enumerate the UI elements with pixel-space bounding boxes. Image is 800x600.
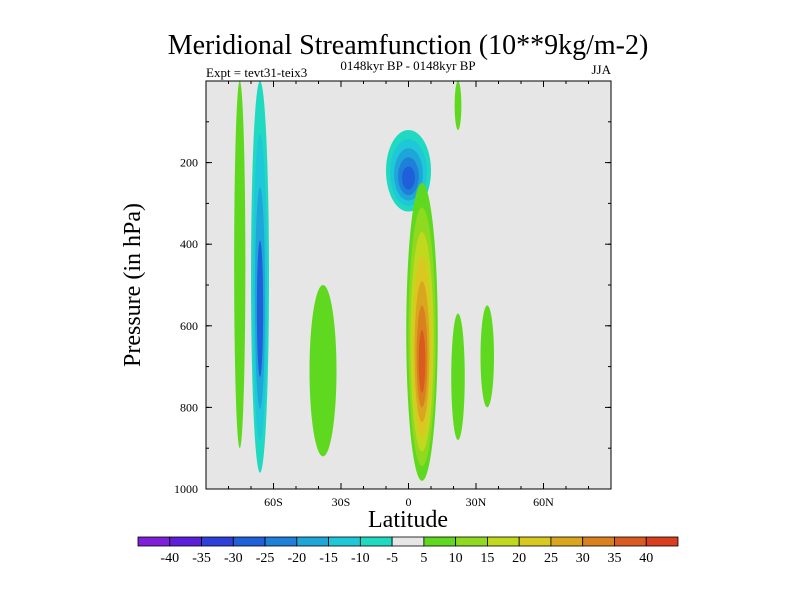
colorbar-swatch: [455, 536, 488, 547]
sh-60s-negative-band: [251, 81, 269, 473]
colorbar-swatch: [582, 536, 615, 547]
sh-polar-positive-band: [234, 81, 246, 449]
nh-30n-positive-patch: [480, 305, 494, 408]
colorbar-swatch: [645, 536, 679, 547]
colorbar-swatch: [169, 536, 202, 547]
colorbar-swatch: [359, 536, 393, 547]
colorbar-label: -25: [256, 551, 275, 566]
y-tick-label: 1000: [174, 482, 198, 496]
colorbar-label: 25: [544, 551, 558, 566]
nh-20n-positive-patch: [451, 313, 465, 441]
colorbar-swatch: [423, 536, 457, 547]
x-tick-label: 60S: [264, 495, 283, 509]
colorbar-label: -10: [351, 551, 370, 566]
experiment-label: Expt = tevt31-teix3: [206, 65, 307, 80]
nh-30n-positive-patch-level-5: [480, 305, 494, 408]
x-tick-label: 0: [406, 495, 412, 509]
colorbar-label: 35: [607, 551, 621, 566]
colorbar-swatch: [328, 536, 361, 547]
x-tick-label: 60N: [533, 495, 554, 509]
colorbar-label: -30: [224, 551, 243, 566]
y-tick-label: 200: [180, 156, 198, 170]
colorbar-swatch: [518, 536, 552, 547]
y-tick-label: 800: [180, 400, 198, 414]
colorbar-label: 20: [512, 551, 526, 566]
sh-polar-positive-band-level-5: [234, 81, 246, 449]
colorbar-swatch: [137, 536, 171, 547]
colorbar-label: 15: [480, 551, 494, 566]
colorbar: -40 -35 -30 -25 -20 -15 -10 -5 5 10 15 20 25 30 35 40: [137, 536, 679, 566]
time-range-label: 0148kyr BP - 0148kyr BP: [340, 58, 475, 73]
sh-30s-positive-patch: [309, 285, 337, 457]
y-tick-label: 600: [180, 319, 198, 333]
colorbar-swatch: [232, 536, 266, 547]
season-label: JJA: [591, 62, 611, 77]
sh-30s-positive-patch-level-5: [309, 285, 337, 457]
colorbar-label: 5: [420, 551, 427, 566]
colorbar-swatch: [487, 536, 520, 547]
colorbar-swatch: [391, 536, 425, 547]
nh-upper-positive-sliver: [454, 81, 462, 130]
colorbar-swatch: [296, 536, 329, 547]
y-tick-label: 400: [180, 237, 198, 251]
colorbar-label: -35: [192, 551, 211, 566]
nh-20n-positive-patch-level-5: [451, 313, 465, 441]
chart-title: Meridional Streamfunction (10**9kg/m-2): [168, 30, 649, 61]
hadley-positive-cell-level-35: [418, 329, 426, 393]
colorbar-label: 30: [576, 551, 590, 566]
x-axis-label: Latitude: [368, 507, 448, 533]
colorbar-label: -5: [386, 551, 398, 566]
x-tick-label: 30N: [466, 495, 487, 509]
x-tick-label: 30S: [332, 495, 351, 509]
colorbar-swatch: [550, 536, 584, 547]
nh-upper-positive-sliver-level-5: [454, 81, 462, 130]
y-axis-label: Pressure (in hPa): [120, 203, 146, 367]
colorbar-label: 40: [639, 551, 653, 566]
upper-tropical-negative-cell-level--25: [402, 166, 415, 190]
colorbar-label: -20: [287, 551, 306, 566]
colorbar-swatch: [201, 536, 234, 547]
hadley-positive-cell: [406, 183, 438, 481]
colorbar-swatch: [264, 536, 298, 547]
sh-60s-negative-band-level--25: [256, 240, 264, 377]
colorbar-swatch: [614, 536, 647, 547]
colorbar-label: -40: [160, 551, 179, 566]
colorbar-label: 10: [449, 551, 463, 566]
colorbar-label: -15: [319, 551, 338, 566]
